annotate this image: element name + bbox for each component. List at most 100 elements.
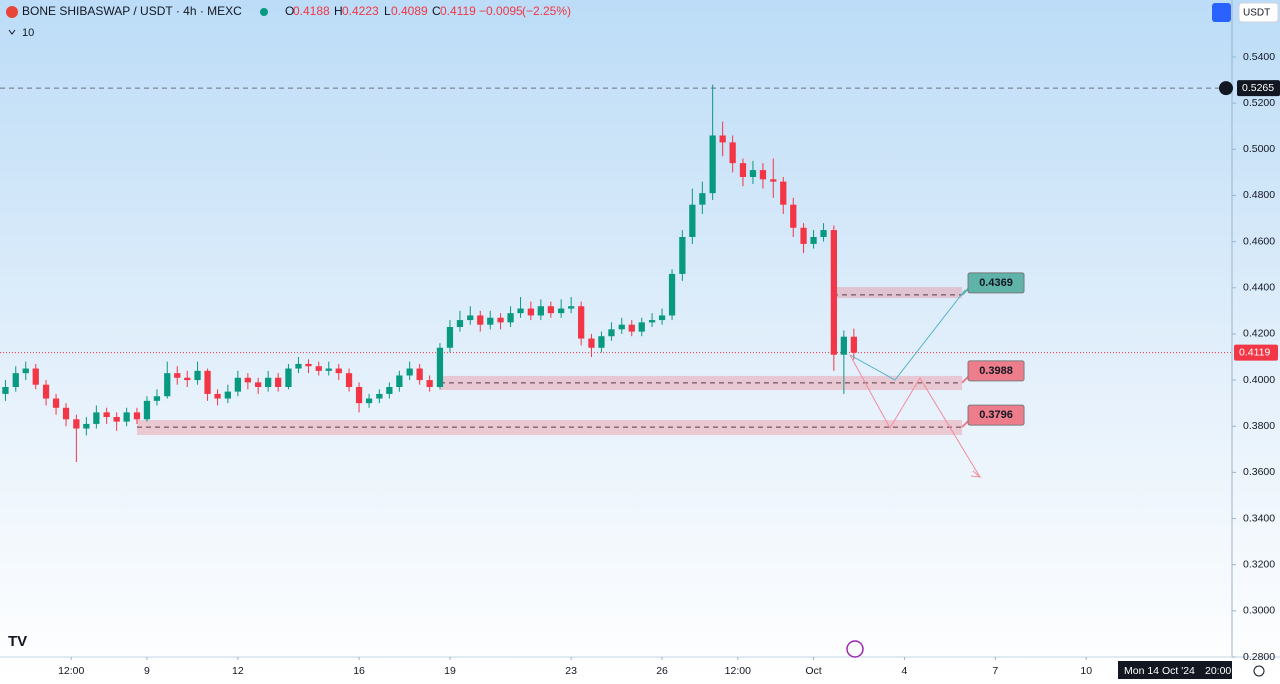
candle-body: [355, 387, 363, 404]
y-tick-label: 0.4400: [1243, 282, 1275, 294]
ohlc-value: 0.4119: [440, 4, 476, 18]
candle-body: [840, 336, 847, 355]
candle-body: [578, 306, 585, 339]
candle-body: [153, 396, 161, 401]
candle-body: [416, 368, 423, 381]
candle-body: [42, 384, 50, 399]
candle-body: [770, 179, 777, 182]
candle-body: [386, 387, 393, 394]
x-tick-label: 12:00: [725, 665, 751, 677]
status-dot: [260, 8, 268, 16]
y-tick-label: 0.3600: [1243, 466, 1275, 478]
candle-body: [244, 377, 251, 383]
candle-body: [679, 237, 686, 274]
candle-body: [850, 336, 857, 353]
ohlc-label: H: [334, 4, 343, 18]
candle-body: [234, 377, 241, 392]
candle-body: [658, 315, 666, 321]
x-tick-label: 12: [232, 665, 244, 677]
candle-body: [32, 368, 39, 385]
cursor-time-box: [1118, 661, 1232, 679]
candle-body: [73, 419, 80, 429]
candle-body: [497, 317, 504, 323]
candle-body: [709, 135, 716, 194]
collapse-icon[interactable]: [8, 29, 16, 35]
currency-label: USDT: [1243, 8, 1270, 19]
candle-body: [295, 363, 302, 369]
candle-body: [133, 412, 141, 420]
projection-up: [849, 289, 966, 381]
zone: [136, 420, 963, 435]
settings-button[interactable]: [1212, 3, 1231, 22]
candle-body: [446, 327, 454, 348]
candle-body: [255, 382, 262, 387]
ohlc-label: L: [384, 4, 391, 18]
candle-body: [2, 387, 9, 394]
volume-length: 10: [22, 27, 34, 39]
candle-body: [568, 306, 575, 309]
crosshair-price-label: 0.5265: [1242, 82, 1274, 94]
candle-body: [315, 366, 322, 371]
plot-area: 0.4369 0.3988 0.3796: [0, 84, 1232, 462]
candle-body: [204, 370, 211, 394]
candle-body: [365, 398, 373, 404]
cursor-date: Mon 14 Oct '24: [1124, 665, 1195, 677]
candle-body: [648, 320, 656, 323]
ohlc-label: C: [432, 4, 441, 18]
change: −0.0095: [479, 4, 523, 18]
y-tick-label: 0.4000: [1243, 374, 1275, 386]
x-tick-label: 23: [565, 665, 577, 677]
candle-body: [184, 377, 191, 381]
y-tick-label: 0.5200: [1243, 97, 1275, 109]
y-tick-label: 0.4600: [1243, 235, 1275, 247]
candle-body: [537, 306, 544, 316]
candle-body: [426, 380, 433, 387]
event-icon[interactable]: [846, 640, 864, 658]
y-tick-label: 0.3400: [1243, 512, 1275, 524]
change-pct: (−2.25%): [522, 4, 571, 18]
x-tick-label: 9: [144, 665, 150, 677]
axis-settings[interactable]: [1253, 665, 1265, 677]
add-alert-button[interactable]: [1219, 81, 1233, 96]
candle-body: [376, 393, 383, 399]
candle-body: [487, 317, 494, 325]
x-tick-label: 26: [656, 665, 668, 677]
symbol-icon: [6, 6, 18, 18]
x-tick-label: 19: [444, 665, 456, 677]
candle-body: [689, 204, 696, 237]
candle-body: [12, 373, 19, 387]
y-tick-label: 0.5400: [1243, 51, 1275, 63]
candle-body: [598, 336, 605, 348]
candle-body: [275, 377, 282, 387]
candle-body: [810, 237, 817, 244]
zone-label-box: [967, 272, 1025, 294]
candle-body: [52, 398, 60, 408]
last-price-box: [1234, 344, 1278, 361]
x-tick-label: Oct: [805, 665, 821, 677]
candle-body: [103, 412, 110, 417]
ohlc-value: 0.4089: [391, 4, 428, 18]
zone-label: 0.3796: [979, 409, 1013, 421]
candle-body: [527, 308, 534, 316]
candle-body: [335, 368, 342, 374]
candle-body: [123, 412, 130, 422]
zone-label: 0.3988: [979, 365, 1013, 377]
arrow-head: [970, 470, 982, 478]
candle-body: [345, 373, 353, 387]
candle-body: [436, 347, 444, 387]
y-tick-label: 0.2800: [1243, 651, 1275, 663]
cursor-time: 20:00: [1205, 665, 1231, 677]
candle-body: [456, 320, 464, 327]
candle-body: [719, 135, 726, 143]
candle-body: [800, 227, 807, 244]
ohlc-value: 0.4188: [293, 4, 330, 18]
candle-body: [588, 338, 595, 348]
projection-down: [849, 354, 981, 478]
candle-body: [83, 423, 90, 429]
currency-button[interactable]: [1238, 2, 1279, 23]
crosshair-price-box: [1237, 80, 1280, 97]
candle-body: [143, 400, 151, 420]
candle-body: [325, 368, 332, 371]
x-tick-label: 10: [1080, 665, 1092, 677]
candle-body: [729, 142, 736, 164]
